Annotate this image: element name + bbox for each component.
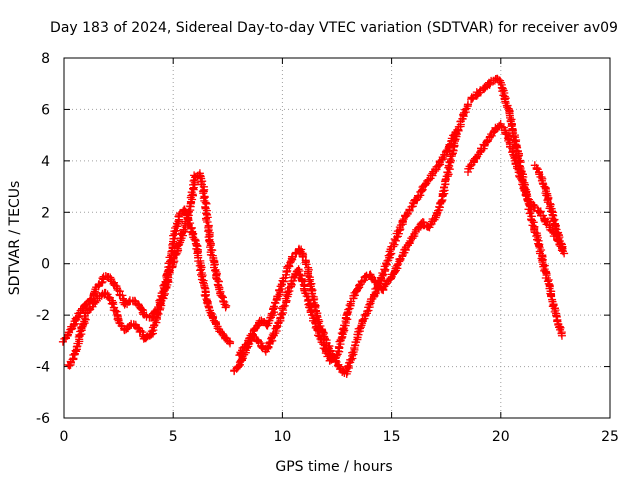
y-axis-label: SDTVAR / TECUs	[7, 181, 23, 296]
y-tick-label: 4	[41, 154, 50, 170]
y-tick-label: 6	[41, 102, 50, 118]
x-tick-label: 5	[169, 429, 178, 445]
series-marks-track-c	[230, 126, 462, 378]
chart-title: Day 183 of 2024, Sidereal Day-to-day VTE…	[50, 20, 618, 36]
y-tick-label: 2	[41, 205, 50, 221]
x-tick-label: 20	[492, 429, 510, 445]
y-tick-label: 0	[41, 257, 50, 273]
series-track-b	[64, 169, 231, 370]
series-marks-track-g	[530, 161, 567, 253]
y-tick-label: 8	[41, 51, 50, 67]
y-tick-label: -4	[36, 360, 50, 376]
data-marks	[58, 74, 569, 378]
y-tick-label: -2	[36, 308, 50, 324]
x-tick-label: 0	[60, 429, 69, 445]
series-marks-track-d	[235, 100, 473, 365]
series-marks-track-b	[64, 169, 231, 370]
x-tick-label: 25	[601, 429, 619, 445]
plot-frame	[63, 57, 611, 419]
series-track-g	[530, 161, 567, 253]
tick-labels: 0 5 10 15 20 25 -6 -4 -2 0 2 4 6 8	[36, 51, 619, 445]
y-tick-label: -6	[36, 411, 50, 427]
series-track-d	[235, 100, 473, 365]
x-tick-label: 15	[383, 429, 401, 445]
series-track-c	[230, 126, 462, 378]
x-axis-label: GPS time / hours	[275, 459, 392, 475]
x-tick-label: 10	[273, 429, 291, 445]
